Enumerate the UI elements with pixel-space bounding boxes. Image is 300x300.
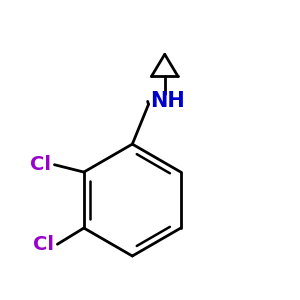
Text: Cl: Cl <box>33 235 54 254</box>
Text: NH: NH <box>150 92 185 111</box>
Text: Cl: Cl <box>31 155 52 174</box>
